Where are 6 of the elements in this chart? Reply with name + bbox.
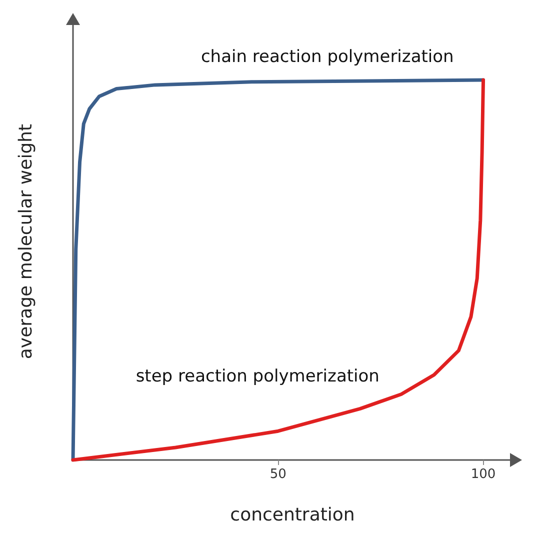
series-label: chain reaction polymerization [200,47,454,68]
y-axis-title: average molecular weight [16,124,36,360]
x-tick-label: 100 [470,467,496,482]
x-axis-title: concentration [230,504,355,526]
series-label: step reaction polymerization [136,366,380,386]
x-tick-label: 50 [270,467,286,482]
